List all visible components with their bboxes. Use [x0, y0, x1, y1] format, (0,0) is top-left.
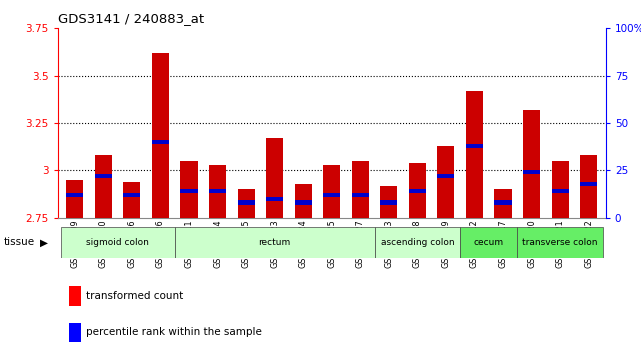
Text: cecum: cecum	[474, 238, 504, 247]
Bar	[409, 189, 426, 193]
Bar	[66, 180, 83, 218]
Bar	[95, 155, 112, 218]
Bar	[517, 227, 603, 258]
Text: tissue: tissue	[3, 238, 35, 247]
Bar	[323, 193, 340, 197]
Text: sigmoid colon: sigmoid colon	[86, 238, 149, 247]
Text: GDS3141 / 240883_at: GDS3141 / 240883_at	[58, 12, 204, 25]
Bar	[580, 155, 597, 218]
Text: transverse colon: transverse colon	[522, 238, 598, 247]
Bar	[523, 110, 540, 218]
Bar	[466, 144, 483, 148]
Bar	[323, 165, 340, 218]
Bar	[580, 182, 597, 186]
Text: ▶: ▶	[40, 238, 48, 247]
Bar	[352, 161, 369, 218]
Bar	[295, 184, 312, 218]
Text: rectum: rectum	[258, 238, 291, 247]
Bar	[180, 161, 197, 218]
Bar	[66, 193, 83, 197]
Bar	[494, 200, 512, 205]
Bar	[209, 165, 226, 218]
Bar	[266, 138, 283, 218]
Bar	[380, 200, 397, 205]
Bar	[152, 53, 169, 218]
Bar	[123, 193, 140, 197]
Bar	[551, 161, 569, 218]
Bar	[380, 185, 397, 218]
Bar	[238, 200, 254, 205]
Bar	[175, 227, 374, 258]
Bar	[295, 200, 312, 205]
Bar	[60, 227, 175, 258]
Text: transformed count: transformed count	[86, 291, 183, 301]
Text: percentile rank within the sample: percentile rank within the sample	[86, 327, 262, 337]
Bar	[238, 189, 254, 218]
Bar	[409, 163, 426, 218]
Bar	[460, 227, 517, 258]
Bar	[551, 189, 569, 193]
Bar	[180, 189, 197, 193]
Bar	[352, 193, 369, 197]
Bar	[523, 170, 540, 174]
Bar	[152, 140, 169, 144]
Bar	[209, 189, 226, 193]
Bar	[374, 227, 460, 258]
Bar	[494, 189, 512, 218]
Bar	[69, 323, 81, 342]
Bar	[437, 146, 454, 218]
Bar	[266, 197, 283, 201]
Bar	[123, 182, 140, 218]
Bar	[466, 91, 483, 218]
Text: ascending colon: ascending colon	[381, 238, 454, 247]
Bar	[95, 174, 112, 178]
Bar	[69, 286, 81, 306]
Bar	[437, 174, 454, 178]
